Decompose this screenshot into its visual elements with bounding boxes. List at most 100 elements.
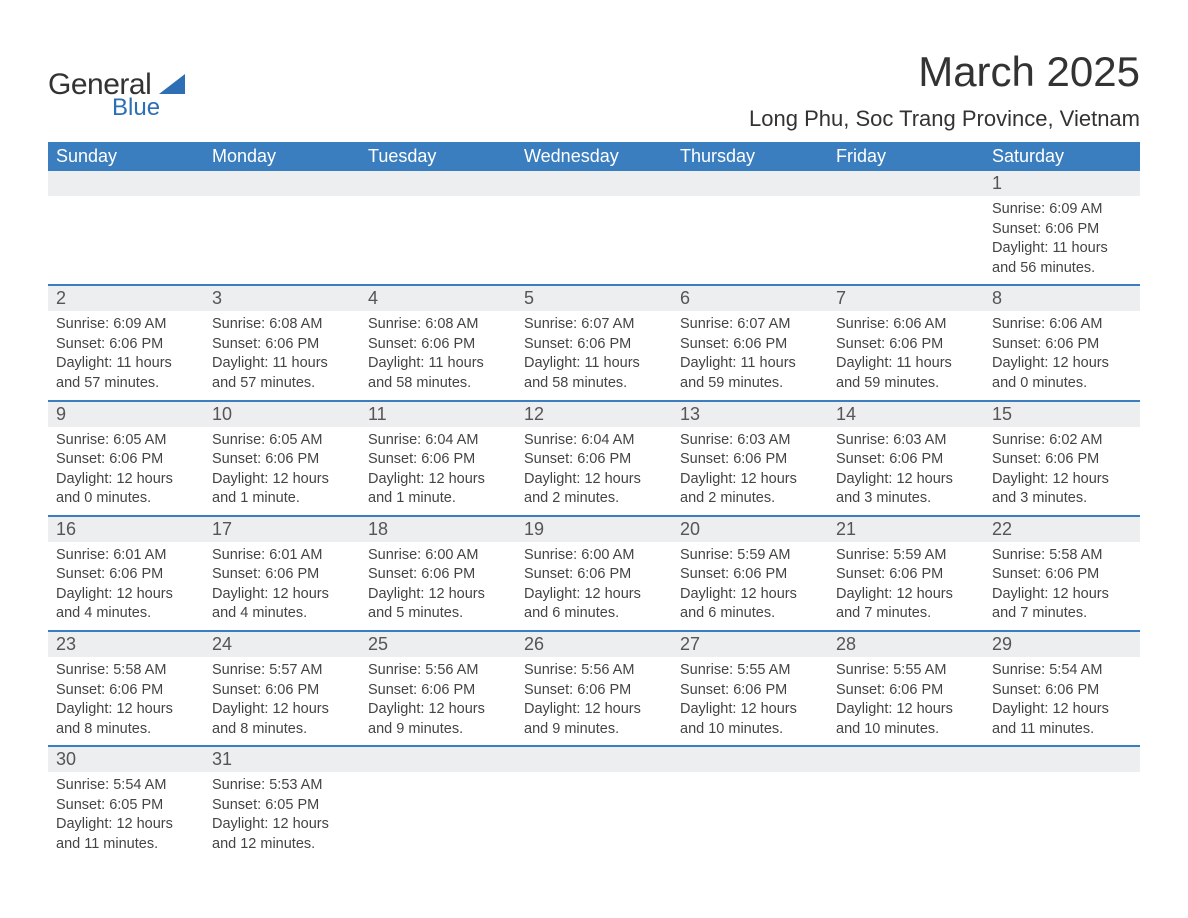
calendar-cell: 9Sunrise: 6:05 AMSunset: 6:06 PMDaylight… bbox=[48, 401, 204, 516]
day-number: 26 bbox=[516, 632, 672, 657]
calendar-cell bbox=[48, 171, 204, 285]
sunrise-text: Sunrise: 6:06 AM bbox=[836, 315, 976, 335]
sunset-text: Sunset: 6:06 PM bbox=[836, 681, 976, 701]
sunset-text: Sunset: 6:06 PM bbox=[992, 335, 1132, 355]
daylight-text-2: and 9 minutes. bbox=[368, 720, 508, 740]
day-number: 15 bbox=[984, 402, 1140, 427]
day-details bbox=[828, 196, 984, 276]
sunrise-text: Sunrise: 5:54 AM bbox=[56, 776, 196, 796]
day-number: 2 bbox=[48, 286, 204, 311]
weekday-header: Friday bbox=[828, 142, 984, 171]
day-number: 10 bbox=[204, 402, 360, 427]
calendar-cell: 19Sunrise: 6:00 AMSunset: 6:06 PMDayligh… bbox=[516, 516, 672, 631]
day-number bbox=[516, 747, 672, 772]
sunset-text: Sunset: 6:06 PM bbox=[56, 681, 196, 701]
day-details: Sunrise: 6:04 AMSunset: 6:06 PMDaylight:… bbox=[360, 427, 516, 515]
sunrise-text: Sunrise: 6:00 AM bbox=[368, 546, 508, 566]
day-details: Sunrise: 5:54 AMSunset: 6:06 PMDaylight:… bbox=[984, 657, 1140, 745]
daylight-text-1: Daylight: 12 hours bbox=[992, 585, 1132, 605]
weekday-header: Tuesday bbox=[360, 142, 516, 171]
day-number: 5 bbox=[516, 286, 672, 311]
daylight-text-2: and 11 minutes. bbox=[56, 835, 196, 855]
sunset-text: Sunset: 6:06 PM bbox=[680, 450, 820, 470]
calendar-table: Sunday Monday Tuesday Wednesday Thursday… bbox=[48, 142, 1140, 861]
weekday-header: Thursday bbox=[672, 142, 828, 171]
day-number bbox=[984, 747, 1140, 772]
day-details: Sunrise: 5:55 AMSunset: 6:06 PMDaylight:… bbox=[672, 657, 828, 745]
day-details: Sunrise: 6:05 AMSunset: 6:06 PMDaylight:… bbox=[48, 427, 204, 515]
month-title: March 2025 bbox=[749, 48, 1140, 96]
day-details: Sunrise: 6:04 AMSunset: 6:06 PMDaylight:… bbox=[516, 427, 672, 515]
calendar-cell: 29Sunrise: 5:54 AMSunset: 6:06 PMDayligh… bbox=[984, 631, 1140, 746]
sunset-text: Sunset: 6:06 PM bbox=[368, 335, 508, 355]
day-details: Sunrise: 5:59 AMSunset: 6:06 PMDaylight:… bbox=[828, 542, 984, 630]
daylight-text-1: Daylight: 12 hours bbox=[992, 470, 1132, 490]
calendar-cell: 17Sunrise: 6:01 AMSunset: 6:06 PMDayligh… bbox=[204, 516, 360, 631]
sunset-text: Sunset: 6:06 PM bbox=[680, 565, 820, 585]
day-number: 27 bbox=[672, 632, 828, 657]
day-details bbox=[828, 772, 984, 852]
calendar-week-row: 16Sunrise: 6:01 AMSunset: 6:06 PMDayligh… bbox=[48, 516, 1140, 631]
day-number: 13 bbox=[672, 402, 828, 427]
day-number: 4 bbox=[360, 286, 516, 311]
sunset-text: Sunset: 6:06 PM bbox=[212, 681, 352, 701]
sunset-text: Sunset: 6:06 PM bbox=[524, 681, 664, 701]
sunset-text: Sunset: 6:06 PM bbox=[992, 565, 1132, 585]
day-details: Sunrise: 5:57 AMSunset: 6:06 PMDaylight:… bbox=[204, 657, 360, 745]
daylight-text-1: Daylight: 12 hours bbox=[524, 470, 664, 490]
sunset-text: Sunset: 6:06 PM bbox=[212, 450, 352, 470]
day-number bbox=[48, 171, 204, 196]
sunset-text: Sunset: 6:06 PM bbox=[56, 565, 196, 585]
weekday-header: Saturday bbox=[984, 142, 1140, 171]
daylight-text-1: Daylight: 11 hours bbox=[524, 354, 664, 374]
daylight-text-2: and 4 minutes. bbox=[56, 604, 196, 624]
weekday-header-row: Sunday Monday Tuesday Wednesday Thursday… bbox=[48, 142, 1140, 171]
calendar-week-row: 30Sunrise: 5:54 AMSunset: 6:05 PMDayligh… bbox=[48, 746, 1140, 860]
sunrise-text: Sunrise: 6:04 AM bbox=[524, 431, 664, 451]
calendar-body: 1Sunrise: 6:09 AMSunset: 6:06 PMDaylight… bbox=[48, 171, 1140, 861]
calendar-cell: 22Sunrise: 5:58 AMSunset: 6:06 PMDayligh… bbox=[984, 516, 1140, 631]
sunset-text: Sunset: 6:06 PM bbox=[836, 335, 976, 355]
calendar-week-row: 9Sunrise: 6:05 AMSunset: 6:06 PMDaylight… bbox=[48, 401, 1140, 516]
sunrise-text: Sunrise: 5:54 AM bbox=[992, 661, 1132, 681]
sunset-text: Sunset: 6:06 PM bbox=[992, 220, 1132, 240]
daylight-text-1: Daylight: 12 hours bbox=[680, 700, 820, 720]
daylight-text-2: and 6 minutes. bbox=[524, 604, 664, 624]
daylight-text-2: and 8 minutes. bbox=[56, 720, 196, 740]
day-number bbox=[828, 747, 984, 772]
sunrise-text: Sunrise: 6:01 AM bbox=[56, 546, 196, 566]
day-details: Sunrise: 6:09 AMSunset: 6:06 PMDaylight:… bbox=[48, 311, 204, 399]
day-number: 18 bbox=[360, 517, 516, 542]
day-details: Sunrise: 6:07 AMSunset: 6:06 PMDaylight:… bbox=[516, 311, 672, 399]
title-block: March 2025 Long Phu, Soc Trang Province,… bbox=[749, 48, 1140, 132]
day-details: Sunrise: 5:58 AMSunset: 6:06 PMDaylight:… bbox=[48, 657, 204, 745]
daylight-text-1: Daylight: 12 hours bbox=[56, 470, 196, 490]
calendar-cell: 21Sunrise: 5:59 AMSunset: 6:06 PMDayligh… bbox=[828, 516, 984, 631]
day-details bbox=[360, 196, 516, 276]
daylight-text-1: Daylight: 12 hours bbox=[992, 700, 1132, 720]
daylight-text-2: and 57 minutes. bbox=[56, 374, 196, 394]
daylight-text-1: Daylight: 12 hours bbox=[368, 700, 508, 720]
sunrise-text: Sunrise: 6:07 AM bbox=[680, 315, 820, 335]
logo-triangle-icon bbox=[159, 74, 185, 94]
sunset-text: Sunset: 6:06 PM bbox=[524, 565, 664, 585]
daylight-text-1: Daylight: 12 hours bbox=[524, 585, 664, 605]
daylight-text-2: and 9 minutes. bbox=[524, 720, 664, 740]
day-number bbox=[672, 747, 828, 772]
daylight-text-2: and 59 minutes. bbox=[836, 374, 976, 394]
sunrise-text: Sunrise: 6:05 AM bbox=[212, 431, 352, 451]
day-details: Sunrise: 5:54 AMSunset: 6:05 PMDaylight:… bbox=[48, 772, 204, 860]
weekday-header: Sunday bbox=[48, 142, 204, 171]
daylight-text-1: Daylight: 12 hours bbox=[56, 815, 196, 835]
sunset-text: Sunset: 6:06 PM bbox=[836, 565, 976, 585]
day-number: 14 bbox=[828, 402, 984, 427]
daylight-text-2: and 5 minutes. bbox=[368, 604, 508, 624]
calendar-cell: 13Sunrise: 6:03 AMSunset: 6:06 PMDayligh… bbox=[672, 401, 828, 516]
daylight-text-2: and 2 minutes. bbox=[524, 489, 664, 509]
daylight-text-1: Daylight: 12 hours bbox=[56, 585, 196, 605]
sunrise-text: Sunrise: 5:55 AM bbox=[836, 661, 976, 681]
daylight-text-2: and 1 minute. bbox=[368, 489, 508, 509]
calendar-cell bbox=[360, 746, 516, 860]
calendar-week-row: 2Sunrise: 6:09 AMSunset: 6:06 PMDaylight… bbox=[48, 285, 1140, 400]
daylight-text-1: Daylight: 12 hours bbox=[212, 700, 352, 720]
